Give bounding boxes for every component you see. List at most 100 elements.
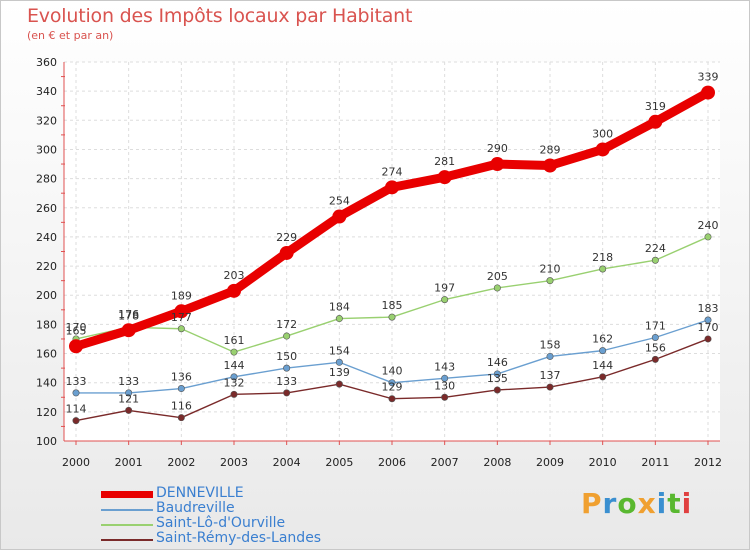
point-saint-lo-d-ourville-2011[interactable] [651, 256, 659, 264]
point-baudreville-2010[interactable] [599, 347, 607, 355]
x-tick-label: 2007 [431, 456, 459, 469]
data-label-baudreville-2003: 144 [224, 359, 245, 372]
data-label-saint-lo-d-ourville-2003: 161 [224, 334, 245, 347]
data-label-saint-remy-des-landes-2010: 144 [592, 359, 613, 372]
point-denneville-2004[interactable] [279, 245, 294, 260]
point-saint-remy-des-landes-2004[interactable] [283, 389, 291, 397]
y-tick-label: 200 [36, 289, 57, 302]
chart-title: Evolution des Impôts locaux par Habitant [27, 5, 413, 27]
point-saint-lo-d-ourville-2003[interactable] [230, 348, 238, 356]
x-tick-label: 2004 [273, 456, 301, 469]
data-label-denneville-2005: 254 [329, 195, 350, 208]
data-label-saint-remy-des-landes-2007: 130 [434, 379, 455, 392]
point-saint-remy-des-landes-2010[interactable] [599, 373, 607, 381]
point-saint-remy-des-landes-2007[interactable] [441, 393, 449, 401]
data-label-baudreville-2005: 154 [329, 344, 350, 357]
point-baudreville-2011[interactable] [651, 334, 659, 342]
y-tick-label: 360 [36, 56, 57, 69]
point-baudreville-2003[interactable] [230, 373, 238, 381]
data-label-saint-remy-des-landes-2008: 135 [487, 372, 508, 385]
data-label-baudreville-2001: 133 [118, 375, 139, 388]
plot-area [64, 62, 720, 441]
point-denneville-2012[interactable] [701, 85, 715, 100]
grid [64, 61, 720, 442]
data-label-saint-lo-d-ourville-2004: 172 [276, 318, 297, 331]
logo-letter: o [617, 487, 638, 520]
point-denneville-2007[interactable] [437, 170, 452, 185]
data-label-saint-lo-d-ourville-2008: 205 [487, 270, 508, 283]
point-baudreville-2008[interactable] [493, 370, 501, 378]
point-saint-remy-des-landes-2001[interactable] [125, 406, 133, 414]
point-saint-remy-des-landes-2008[interactable] [493, 386, 501, 394]
point-saint-lo-d-ourville-2010[interactable] [599, 265, 607, 273]
data-label-denneville-2001: 176 [118, 308, 139, 321]
legend-label-saint-lo-d-ourville: Saint-Lô-d'Ourville [156, 515, 286, 531]
point-denneville-2001[interactable] [121, 323, 136, 338]
data-label-saint-lo-d-ourville-2009: 210 [540, 263, 561, 276]
data-label-saint-remy-des-landes-2006: 129 [382, 381, 403, 394]
point-saint-remy-des-landes-2011[interactable] [651, 355, 659, 363]
point-saint-remy-des-landes-2002[interactable] [177, 414, 185, 422]
point-baudreville-2007[interactable] [441, 374, 449, 382]
point-saint-remy-des-landes-2003[interactable] [230, 390, 238, 398]
point-denneville-2006[interactable] [385, 180, 399, 195]
point-baudreville-2009[interactable] [546, 352, 554, 360]
x-tick-label: 2005 [325, 456, 353, 469]
logo-letter: i [681, 487, 693, 520]
point-baudreville-2002[interactable] [177, 385, 185, 393]
y-tick-label: 240 [36, 231, 57, 244]
point-baudreville-2004[interactable] [283, 364, 291, 372]
point-baudreville-2012[interactable] [704, 316, 712, 324]
point-saint-remy-des-landes-2000[interactable] [72, 417, 80, 425]
x-tick-label: 2002 [167, 456, 195, 469]
point-denneville-2009[interactable] [543, 158, 557, 173]
point-baudreville-2006[interactable] [388, 379, 396, 387]
legend-swatch-denneville [101, 491, 153, 498]
point-saint-lo-d-ourville-2006[interactable] [388, 313, 396, 321]
data-label-saint-remy-des-landes-2002: 116 [171, 400, 192, 413]
point-saint-lo-d-ourville-2009[interactable] [546, 277, 554, 285]
point-denneville-2010[interactable] [595, 142, 610, 157]
point-baudreville-2001[interactable] [125, 389, 133, 397]
point-saint-lo-d-ourville-2008[interactable] [493, 284, 501, 292]
point-saint-lo-d-ourville-2005[interactable] [335, 315, 343, 323]
point-baudreville-2005[interactable] [335, 358, 343, 366]
data-label-denneville-2003: 203 [224, 269, 245, 282]
point-denneville-2008[interactable] [490, 157, 505, 172]
data-label-denneville-2007: 281 [434, 155, 455, 168]
point-saint-lo-d-ourville-2012[interactable] [704, 233, 712, 241]
x-tick-label: 2000 [62, 456, 90, 469]
point-saint-remy-des-landes-2005[interactable] [335, 380, 343, 388]
point-saint-remy-des-landes-2009[interactable] [546, 383, 554, 391]
data-label-saint-remy-des-landes-2005: 139 [329, 366, 350, 379]
point-saint-lo-d-ourville-2004[interactable] [283, 332, 291, 340]
data-label-denneville-2009: 289 [540, 143, 561, 156]
data-label-denneville-2012: 339 [698, 71, 719, 84]
y-tick-label: 120 [36, 406, 57, 419]
data-label-baudreville-2007: 143 [434, 360, 455, 373]
data-label-saint-remy-des-landes-2012: 170 [698, 321, 719, 334]
x-tick-label: 2011 [641, 456, 669, 469]
logo-letter: x [637, 487, 657, 520]
point-denneville-2002[interactable] [174, 304, 189, 319]
point-baudreville-2000[interactable] [72, 389, 80, 397]
chart-subtitle: (en € et par an) [27, 29, 114, 42]
point-saint-lo-d-ourville-2002[interactable] [177, 325, 185, 333]
point-denneville-2000[interactable] [69, 339, 83, 354]
data-label-saint-remy-des-landes-2001: 121 [118, 392, 139, 405]
x-tick-label: 2012 [694, 456, 722, 469]
data-label-denneville-2004: 229 [276, 231, 297, 244]
point-saint-remy-des-landes-2012[interactable] [704, 335, 712, 343]
data-label-saint-lo-d-ourville-2000: 170 [66, 321, 87, 334]
data-label-baudreville-2008: 146 [487, 356, 508, 369]
point-saint-remy-des-landes-2006[interactable] [388, 395, 396, 403]
point-denneville-2011[interactable] [648, 114, 663, 129]
point-denneville-2005[interactable] [332, 209, 347, 224]
point-denneville-2003[interactable] [227, 283, 241, 298]
point-saint-lo-d-ourville-2007[interactable] [441, 296, 449, 304]
data-label-baudreville-2004: 150 [276, 350, 297, 363]
data-label-saint-remy-des-landes-2000: 114 [66, 403, 87, 416]
